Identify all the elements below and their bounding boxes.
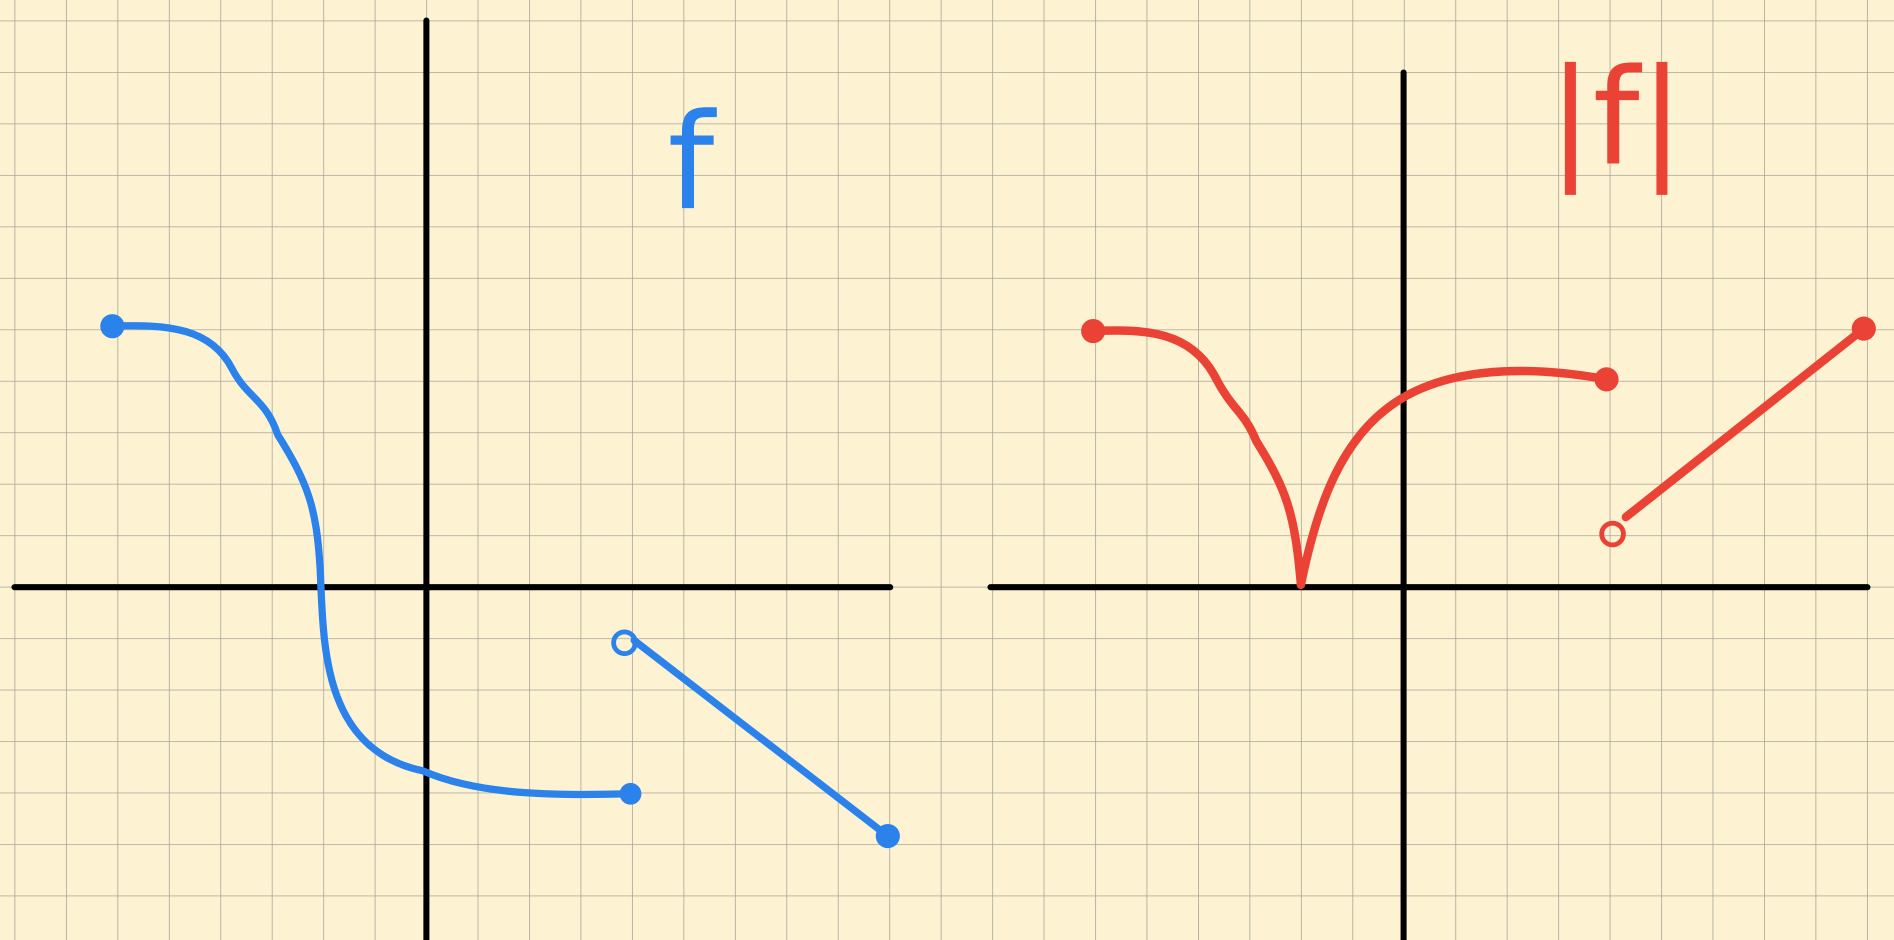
f-segment: [630, 636, 892, 840]
abs-f-left-curve: [1088, 326, 1306, 590]
f-points: [100, 314, 900, 849]
f-curve: [108, 322, 635, 799]
f-graph: [108, 322, 892, 840]
closed-point: [1081, 318, 1106, 344]
abs-f-segment: [1621, 324, 1869, 522]
closed-point: [1851, 316, 1876, 341]
closed-point: [875, 824, 900, 849]
closed-point: [619, 782, 642, 805]
open-point: [611, 629, 638, 657]
f-label: f: [668, 86, 718, 240]
abs-f-graph: [1088, 324, 1869, 590]
open-point: [1599, 520, 1626, 548]
closed-point: [1594, 367, 1619, 392]
axes: [11, 17, 1871, 940]
abs-f-label: |f|: [1548, 41, 1684, 195]
closed-point: [100, 314, 125, 339]
abs-f-points: [1081, 316, 1876, 392]
abs-f-middle-curve: [1296, 366, 1611, 590]
